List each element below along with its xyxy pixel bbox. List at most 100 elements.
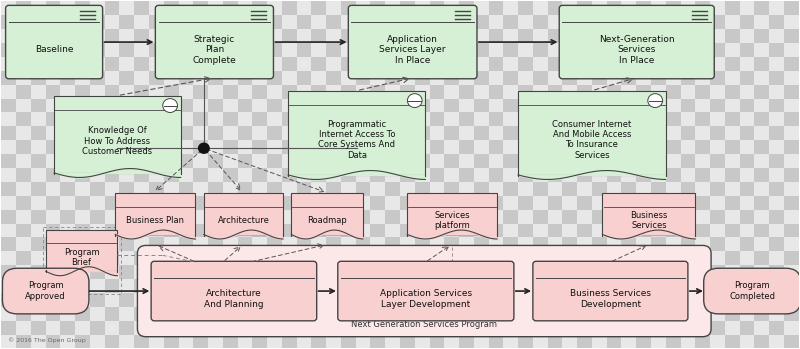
FancyBboxPatch shape — [341, 99, 356, 112]
FancyBboxPatch shape — [46, 238, 61, 251]
FancyBboxPatch shape — [208, 224, 223, 238]
FancyBboxPatch shape — [282, 71, 297, 85]
FancyBboxPatch shape — [178, 71, 194, 85]
FancyBboxPatch shape — [754, 279, 769, 293]
FancyBboxPatch shape — [178, 265, 194, 279]
FancyBboxPatch shape — [754, 126, 769, 140]
FancyBboxPatch shape — [386, 196, 400, 210]
FancyBboxPatch shape — [119, 168, 134, 182]
FancyBboxPatch shape — [282, 251, 297, 265]
FancyBboxPatch shape — [178, 293, 194, 307]
FancyBboxPatch shape — [666, 335, 681, 349]
FancyBboxPatch shape — [518, 91, 666, 175]
FancyBboxPatch shape — [356, 210, 370, 224]
FancyBboxPatch shape — [444, 154, 459, 168]
FancyBboxPatch shape — [489, 307, 503, 321]
FancyBboxPatch shape — [386, 224, 400, 238]
FancyBboxPatch shape — [297, 43, 311, 57]
FancyBboxPatch shape — [562, 15, 577, 29]
FancyBboxPatch shape — [370, 265, 386, 279]
FancyBboxPatch shape — [784, 126, 798, 140]
FancyBboxPatch shape — [267, 335, 282, 349]
FancyBboxPatch shape — [356, 154, 370, 168]
FancyBboxPatch shape — [164, 154, 178, 168]
FancyBboxPatch shape — [710, 71, 725, 85]
FancyBboxPatch shape — [341, 307, 356, 321]
FancyBboxPatch shape — [326, 251, 341, 265]
FancyBboxPatch shape — [548, 126, 562, 140]
FancyBboxPatch shape — [326, 210, 341, 224]
FancyBboxPatch shape — [149, 293, 164, 307]
FancyBboxPatch shape — [666, 321, 681, 335]
FancyBboxPatch shape — [16, 29, 31, 43]
FancyBboxPatch shape — [518, 182, 533, 196]
FancyBboxPatch shape — [386, 168, 400, 182]
FancyBboxPatch shape — [46, 210, 61, 224]
FancyBboxPatch shape — [489, 265, 503, 279]
FancyBboxPatch shape — [356, 279, 370, 293]
FancyBboxPatch shape — [282, 279, 297, 293]
FancyBboxPatch shape — [606, 307, 622, 321]
FancyBboxPatch shape — [459, 196, 474, 210]
FancyBboxPatch shape — [2, 57, 16, 71]
FancyBboxPatch shape — [194, 154, 208, 168]
FancyBboxPatch shape — [414, 251, 430, 265]
FancyBboxPatch shape — [636, 321, 651, 335]
FancyBboxPatch shape — [90, 210, 105, 224]
FancyBboxPatch shape — [252, 182, 267, 196]
FancyBboxPatch shape — [489, 238, 503, 251]
FancyBboxPatch shape — [754, 168, 769, 182]
FancyBboxPatch shape — [754, 85, 769, 99]
FancyBboxPatch shape — [386, 1, 400, 15]
FancyBboxPatch shape — [356, 140, 370, 154]
FancyBboxPatch shape — [518, 307, 533, 321]
FancyBboxPatch shape — [208, 140, 223, 154]
FancyBboxPatch shape — [710, 85, 725, 99]
FancyBboxPatch shape — [695, 112, 710, 126]
FancyBboxPatch shape — [194, 238, 208, 251]
FancyBboxPatch shape — [105, 182, 119, 196]
FancyBboxPatch shape — [784, 182, 798, 196]
FancyBboxPatch shape — [31, 335, 46, 349]
FancyBboxPatch shape — [75, 15, 90, 29]
FancyBboxPatch shape — [606, 224, 622, 238]
FancyBboxPatch shape — [577, 293, 592, 307]
FancyBboxPatch shape — [90, 140, 105, 154]
FancyBboxPatch shape — [61, 140, 75, 154]
FancyBboxPatch shape — [606, 29, 622, 43]
FancyBboxPatch shape — [46, 99, 61, 112]
FancyBboxPatch shape — [533, 15, 548, 29]
FancyBboxPatch shape — [695, 29, 710, 43]
FancyBboxPatch shape — [489, 321, 503, 335]
FancyBboxPatch shape — [75, 293, 90, 307]
FancyBboxPatch shape — [622, 126, 636, 140]
FancyBboxPatch shape — [46, 154, 61, 168]
FancyBboxPatch shape — [194, 224, 208, 238]
FancyBboxPatch shape — [798, 224, 800, 238]
FancyBboxPatch shape — [798, 57, 800, 71]
FancyBboxPatch shape — [105, 293, 119, 307]
FancyBboxPatch shape — [149, 265, 164, 279]
FancyBboxPatch shape — [2, 85, 16, 99]
FancyBboxPatch shape — [666, 140, 681, 154]
FancyBboxPatch shape — [754, 251, 769, 265]
FancyBboxPatch shape — [592, 1, 606, 15]
FancyBboxPatch shape — [2, 251, 16, 265]
FancyBboxPatch shape — [503, 126, 518, 140]
FancyBboxPatch shape — [754, 154, 769, 168]
FancyBboxPatch shape — [223, 251, 238, 265]
FancyBboxPatch shape — [681, 85, 695, 99]
FancyBboxPatch shape — [798, 321, 800, 335]
FancyBboxPatch shape — [503, 1, 518, 15]
FancyBboxPatch shape — [651, 224, 666, 238]
FancyBboxPatch shape — [105, 85, 119, 99]
FancyBboxPatch shape — [119, 29, 134, 43]
FancyBboxPatch shape — [459, 307, 474, 321]
FancyBboxPatch shape — [90, 182, 105, 196]
FancyBboxPatch shape — [636, 126, 651, 140]
FancyBboxPatch shape — [90, 293, 105, 307]
FancyBboxPatch shape — [533, 238, 548, 251]
FancyBboxPatch shape — [75, 182, 90, 196]
FancyBboxPatch shape — [444, 307, 459, 321]
FancyBboxPatch shape — [444, 15, 459, 29]
